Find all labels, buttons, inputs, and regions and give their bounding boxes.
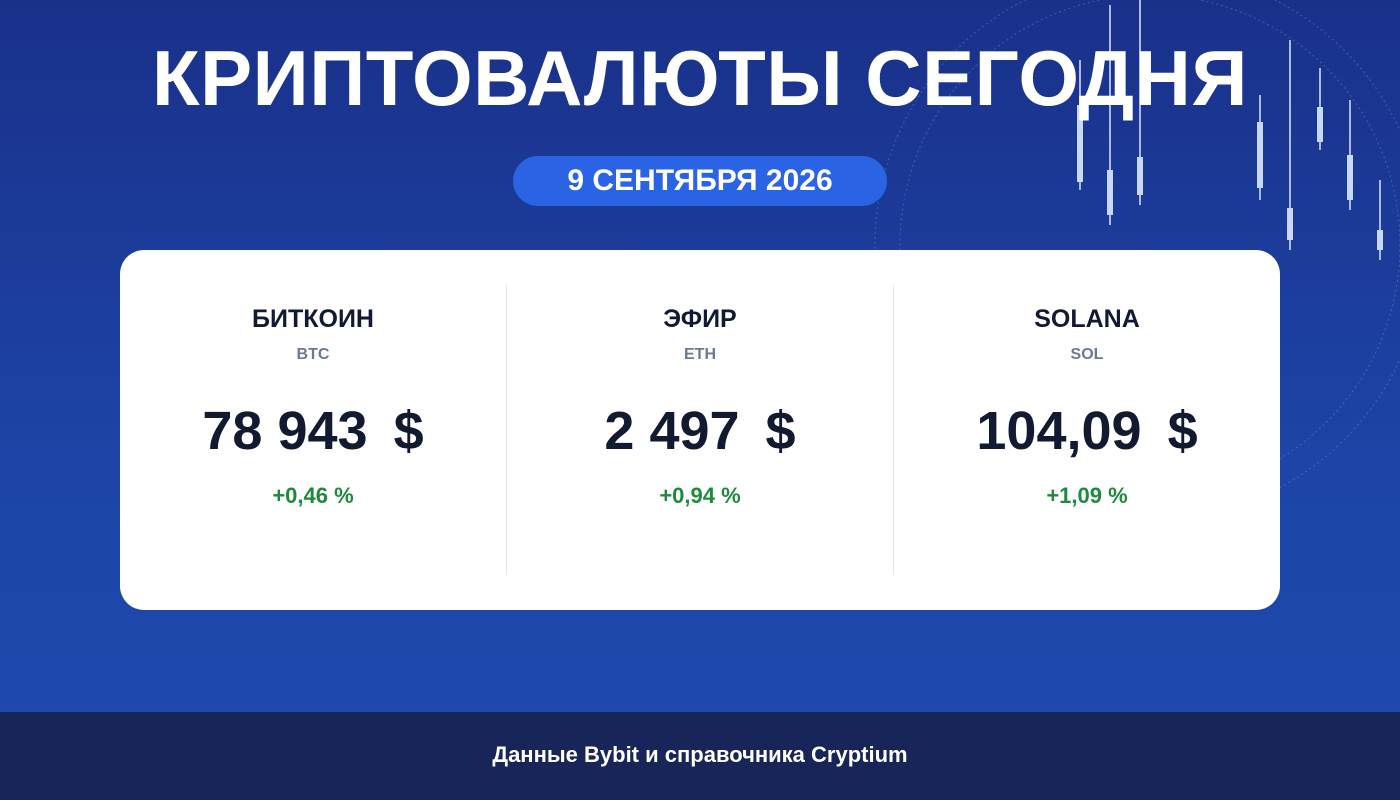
- coin-name: БИТКОИН: [252, 305, 374, 333]
- price-card: БИТКОИН BTC 78 943 $ +0,46 % ЭФИР ETH 2 497 $ +0,…: [120, 250, 1280, 610]
- price-change: +1,09 %: [1046, 483, 1128, 508]
- currency: $: [765, 401, 796, 461]
- divider: [506, 285, 507, 575]
- price-value: 78 943: [202, 401, 368, 461]
- price-change: +0,46 %: [272, 483, 354, 508]
- coin-ticker: BTC: [296, 346, 330, 363]
- price-change: +0,94 %: [659, 483, 741, 508]
- price-value: 2 497: [604, 401, 740, 461]
- currency: $: [1167, 401, 1198, 461]
- coin-ticker: SOL: [1070, 346, 1104, 363]
- coin-price: 104,09 $: [894, 400, 1280, 462]
- coin-price: 78 943 $: [120, 400, 506, 462]
- footer: Данные Bybit и справочника Cryptium: [0, 712, 1400, 800]
- coin-price: 2 497 $: [507, 400, 893, 462]
- divider: [893, 285, 894, 575]
- currency: $: [393, 401, 424, 461]
- coin-ticker: ETH: [684, 346, 716, 363]
- date-badge: 9 СЕНТЯБРЯ 2026: [513, 156, 887, 206]
- price-value: 104,09: [976, 401, 1142, 461]
- coin-name: SOLANA: [1034, 305, 1140, 333]
- title: КРИПТОВАЛЮТЫ СЕГОДНЯ: [152, 34, 1248, 122]
- coin-column: ЭФИР ETH 2 497 $ +0,94 %: [507, 250, 893, 610]
- coin-column: БИТКОИН BTC 78 943 $ +0,46 %: [120, 250, 506, 610]
- coin-column: SOLANA SOL 104,09 $ +1,09 %: [894, 250, 1280, 610]
- coin-name: ЭФИР: [663, 305, 737, 333]
